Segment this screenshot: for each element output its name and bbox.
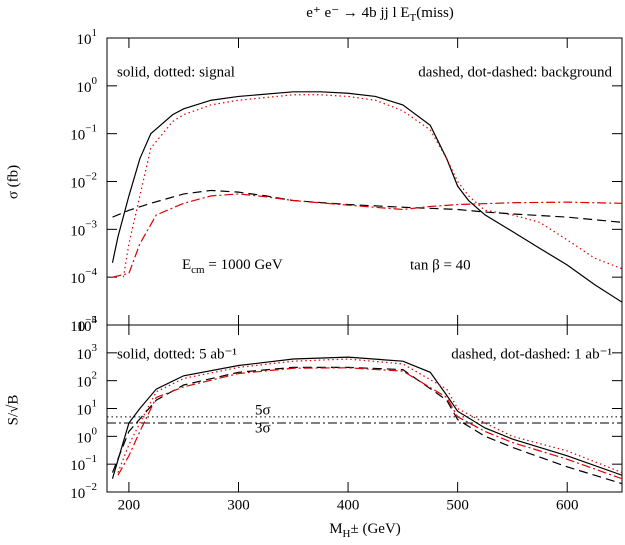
- y-tick-label: 10−1: [70, 453, 97, 475]
- tick-base: 10: [77, 431, 92, 447]
- tick-base: 10: [70, 176, 85, 192]
- threshold-label: 3σ: [255, 420, 271, 436]
- tick-base: 10: [77, 319, 92, 335]
- y-axis-label: σ (fb): [5, 165, 21, 199]
- y-axis-label: S/√B: [5, 395, 21, 426]
- annotation: solid, dotted: 5 ab⁻¹: [117, 346, 237, 362]
- tick-power: 0: [92, 425, 98, 437]
- series-line: [117, 367, 622, 480]
- tick-power: −2: [85, 170, 97, 182]
- y-tick-label: 101: [77, 397, 98, 419]
- x-axis-label: MH± (GeV): [329, 521, 401, 539]
- x-tick-label: 400: [337, 497, 360, 513]
- y-tick-label: 101: [77, 27, 98, 49]
- y-tick-label: 10−2: [70, 170, 97, 192]
- tick-base: 10: [77, 347, 92, 363]
- y-tick-label: 100: [77, 425, 98, 447]
- x-tick-label: 200: [118, 497, 141, 513]
- y-tick-label: 10−1: [70, 122, 97, 144]
- y-tick-label: 100: [77, 74, 98, 96]
- annotation: Ecm = 1000 GeV: [182, 257, 283, 275]
- tick-power: −3: [85, 218, 97, 230]
- plot-frame: [106, 37, 623, 326]
- tick-power: 1: [92, 27, 98, 39]
- plot-area: 10−510−410−310−210−110010110−210−1100101…: [70, 27, 623, 513]
- tick-power: −1: [85, 453, 97, 465]
- y-tick-label: 104: [77, 314, 98, 336]
- tick-base: 10: [70, 319, 85, 335]
- tick-power: 0: [92, 74, 98, 86]
- tick-power: −1: [85, 122, 97, 134]
- tick-power: 3: [92, 341, 98, 353]
- series-line: [122, 94, 622, 278]
- tick-base: 10: [70, 459, 85, 475]
- series-line: [112, 193, 622, 278]
- series-line: [117, 358, 622, 474]
- y-tick-label: 10−2: [70, 481, 97, 503]
- y-tick-label: 10−5: [70, 314, 97, 336]
- y-tick-label: 10−3: [70, 218, 97, 240]
- annotation: dashed, dot-dashed: 1 ab⁻¹: [451, 346, 612, 362]
- x-tick-label: 600: [556, 497, 579, 513]
- tick-power: 2: [92, 369, 98, 381]
- annotation: tan β = 40: [410, 257, 471, 273]
- tick-base: 10: [77, 375, 92, 391]
- y-tick-label: 10−4: [70, 266, 97, 288]
- series-line: [111, 366, 622, 485]
- series-line: [111, 356, 622, 479]
- series-line: [111, 91, 622, 303]
- tick-power: −4: [85, 266, 97, 278]
- threshold-label: 5σ: [255, 402, 271, 418]
- tick-base: 10: [70, 128, 85, 144]
- tick-base: 10: [77, 32, 92, 48]
- annotation: dashed, dot-dashed: background: [418, 64, 612, 80]
- tick-power: 4: [92, 314, 98, 326]
- y-tick-label: 102: [77, 369, 98, 391]
- tick-base: 10: [70, 486, 85, 502]
- annotation: solid, dotted: signal: [117, 64, 235, 80]
- chart-title: e⁺ e⁻ → 4b jj l ET(miss): [306, 5, 454, 23]
- y-tick-label: 103: [77, 341, 98, 363]
- tick-base: 10: [77, 403, 92, 419]
- tick-power: −5: [85, 314, 97, 326]
- x-tick-label: 300: [227, 497, 250, 513]
- tick-base: 10: [70, 272, 85, 288]
- tick-base: 10: [77, 80, 92, 96]
- tick-power: −2: [85, 481, 97, 493]
- tick-base: 10: [70, 224, 85, 240]
- tick-power: 1: [92, 397, 98, 409]
- x-tick-label: 500: [446, 497, 469, 513]
